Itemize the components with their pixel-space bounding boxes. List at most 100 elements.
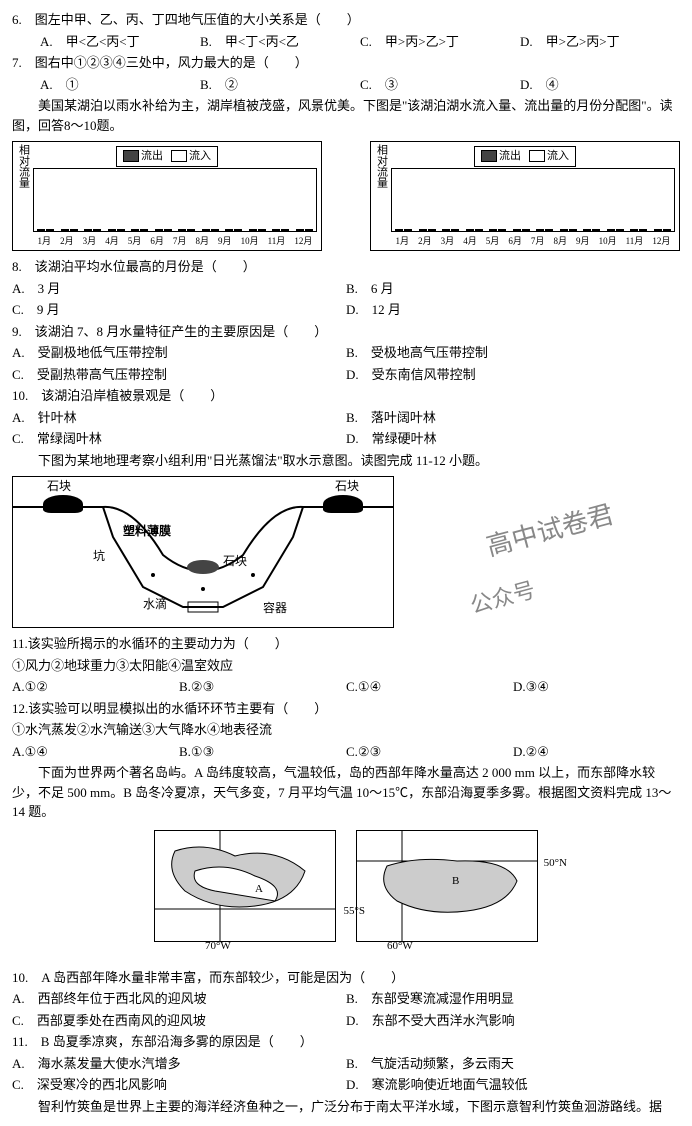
q11-opt-b[interactable]: B.②③ [179,677,346,697]
bar-group [202,229,219,231]
x-label: 3月 [83,235,97,249]
bar-out [630,229,638,231]
legend-in: 流入 [171,148,211,165]
bar-group [654,229,671,231]
q10b-stem: 10. A 岛西部年降水量非常丰富，而东部较少，可能是因为（ ） [12,968,680,988]
q8-stem: 8. 该湖泊平均水位最高的月份是（ ） [12,257,680,277]
x-label: 7月 [531,235,545,249]
q8-opt-d[interactable]: D. 12 月 [346,300,680,320]
bar-group [84,229,101,231]
bar-in [639,229,647,231]
bar-out [296,229,304,231]
bar-in [404,229,412,231]
q11-opt-a[interactable]: A.①② [12,677,179,697]
q10a-opt-a[interactable]: A. 针叶林 [12,408,346,428]
bar-in [117,229,125,231]
q10a-opts-1: A. 针叶林 B. 落叶阔叶林 [12,408,680,428]
bar-in [258,229,266,231]
bar-in [164,229,172,231]
q11b-opt-b[interactable]: B. 气旋活动频繁，多云雨天 [346,1054,680,1074]
bar-in [428,229,436,231]
q10b-opt-a[interactable]: A. 西部终年位于西北风的迎风坡 [12,989,346,1009]
x-label: 8月 [195,235,209,249]
q12-opt-d[interactable]: D.②④ [513,742,680,762]
q7-opt-d[interactable]: D. ④ [520,75,680,95]
bar-in [545,229,553,231]
q10a-opt-c[interactable]: C. 常绿阔叶林 [12,429,346,449]
x-label: 4月 [463,235,477,249]
q11-stem: 11.该实验所揭示的水循环的主要动力为（ ） [12,634,680,654]
q11-opt-d[interactable]: D.③④ [513,677,680,697]
label-drop: 水滴 [143,595,167,613]
bar-group [296,229,313,231]
bar-group [131,229,148,231]
intro-8-10: 美国某湖泊以雨水补给为主，湖岸植被茂盛，风景优美。下图是"该湖泊湖水流入量、流出… [12,96,680,135]
x-label: 1月 [38,235,52,249]
q6-opt-d[interactable]: D. 甲>乙>丙>丁 [520,32,680,52]
x-label: 1月 [396,235,410,249]
q11b-opt-a[interactable]: A. 海水蒸发量大使水汽增多 [12,1054,346,1074]
bar-out [536,229,544,231]
q12-opt-a[interactable]: A.①④ [12,742,179,762]
label-rock-l: 石块 [47,477,71,495]
q11-opt-c[interactable]: C.①④ [346,677,513,697]
q8-opt-b[interactable]: B. 6 月 [346,279,680,299]
q12-stem: 12.该实验可以明显模拟出的水循环环节主要有（ ） [12,699,680,719]
q10b-opt-c[interactable]: C. 西部夏季处在西南风的迎风坡 [12,1011,346,1031]
chart-row: 相对流量 流出 流入 1月2月3月4月5月6月7月8月9月10月11月12月 相… [12,141,680,251]
q7-opt-c[interactable]: C. ③ [360,75,520,95]
q9-opt-a[interactable]: A. 受副极地低气压带控制 [12,343,346,363]
q7-opt-a[interactable]: A. ① [40,75,200,95]
q11b-opt-c[interactable]: C. 深受寒冷的西北风影响 [12,1075,346,1095]
bar-in [93,229,101,231]
q8-opt-a[interactable]: A. 3 月 [12,279,346,299]
q9-opt-b[interactable]: B. 受极地高气压带控制 [346,343,680,363]
q6-opt-a[interactable]: A. 甲<乙<丙<丁 [40,32,200,52]
q10b-opt-b[interactable]: B. 东部受寒流减湿作用明显 [346,989,680,1009]
maps-row: A 55°S 70°W B 50°N 60°W [12,830,680,942]
bar-out [249,229,257,231]
evap-diagram-row: 石块 石块 塑料薄膜 坑 石块 水滴 容器 高中试卷君 公众号 [12,476,680,628]
q10a-opt-b[interactable]: B. 落叶阔叶林 [346,408,680,428]
q9-opt-d[interactable]: D. 受东南信风带控制 [346,365,680,385]
bar-group [489,229,506,231]
bar-group [419,229,436,231]
q8-opts-2: C. 9 月 D. 12 月 [12,300,680,320]
q10b-opt-d[interactable]: D. 东部不受大西洋水汽影响 [346,1011,680,1031]
bar-in [498,229,506,231]
q9-opt-c[interactable]: C. 受副热带高气压带控制 [12,365,346,385]
x-label: 10月 [599,235,617,249]
legend-out: 流出 [123,148,163,165]
bar-group [108,229,125,231]
q11-sub: ①风力②地球重力③太阳能④温室效应 [12,656,680,676]
bar-group [395,229,412,231]
x-label: 2月 [60,235,74,249]
chart-legend-r: 流出 流入 [474,146,576,167]
bar-group [249,229,266,231]
q11b-opt-d[interactable]: D. 寒流影响使近地面气温较低 [346,1075,680,1095]
q10a-opt-d[interactable]: D. 常绿硬叶林 [346,429,680,449]
q12-opt-b[interactable]: B.①③ [179,742,346,762]
map-a-lon: 70°W [205,938,231,955]
bar-in [305,229,313,231]
q9-stem: 9. 该湖泊 7、8 月水量特征产生的主要原因是（ ） [12,322,680,342]
q11b-opts-2: C. 深受寒冷的西北风影响 D. 寒流影响使近地面气温较低 [12,1075,680,1095]
bar-in [234,229,242,231]
bar-group [466,229,483,231]
q8-opt-c[interactable]: C. 9 月 [12,300,346,320]
bar-out [37,229,45,231]
chart-ylabel-r: 相对流量 [373,144,390,188]
q12-opt-c[interactable]: C.②③ [346,742,513,762]
bar-group [560,229,577,231]
q7-opt-b[interactable]: B. ② [200,75,360,95]
label-pit: 坑 [93,547,105,565]
bar-out [131,229,139,231]
legend-out-r: 流出 [481,148,521,165]
intro-11-12: 下图为某地地理考察小组利用"日光蒸馏法"取水示意图。读图完成 11-12 小题。 [12,451,680,471]
bar-out [108,229,116,231]
q6-opt-b[interactable]: B. 甲<丁<丙<乙 [200,32,360,52]
bar-out [61,229,69,231]
q6-opt-c[interactable]: C. 甲>丙>乙>丁 [360,32,520,52]
bar-in [522,229,530,231]
label-container: 容器 [263,599,287,617]
